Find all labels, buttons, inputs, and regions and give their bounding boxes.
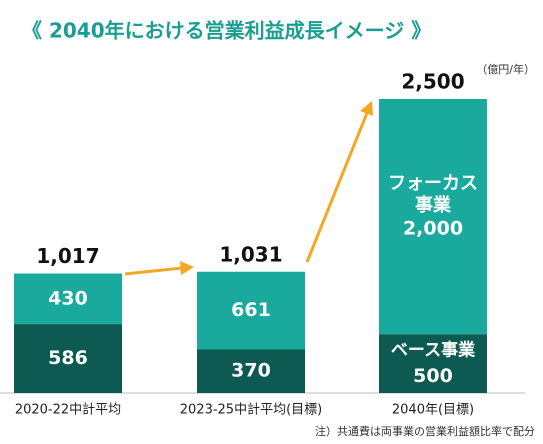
total-label: 1,017 bbox=[36, 244, 99, 268]
bar-segment bbox=[14, 324, 122, 393]
bar-segment bbox=[197, 349, 305, 393]
bar-segment bbox=[379, 334, 487, 393]
total-label: 2,500 bbox=[401, 70, 464, 94]
bar-segment bbox=[197, 271, 305, 350]
chart-title: 《 2040年における営業利益成長イメージ 》 bbox=[22, 19, 431, 43]
unit-label: （億円/年） bbox=[476, 62, 535, 76]
total-label: 1,031 bbox=[219, 242, 282, 266]
segment-name: フォーカス事業 bbox=[388, 173, 478, 216]
x-tick-label: 2020-22中計平均 bbox=[15, 402, 121, 418]
bar-segment bbox=[14, 273, 122, 325]
bar-segment bbox=[379, 99, 487, 335]
x-tick-label: 2023-25中計平均(目標) bbox=[180, 402, 322, 418]
data-label: 500 bbox=[413, 365, 453, 387]
data-label: 586 bbox=[48, 347, 88, 369]
data-label: 370 bbox=[231, 360, 271, 382]
segment-name: ベース事業 bbox=[391, 340, 475, 361]
data-label: 430 bbox=[48, 287, 88, 309]
data-label: 661 bbox=[231, 299, 271, 321]
x-tick-label: 2040年(目標) bbox=[392, 403, 474, 418]
data-label: 2,000 bbox=[403, 218, 463, 240]
arrow bbox=[124, 101, 373, 276]
footnote: 注）共通費は両事業の営業利益額比率で配分 bbox=[315, 424, 535, 438]
